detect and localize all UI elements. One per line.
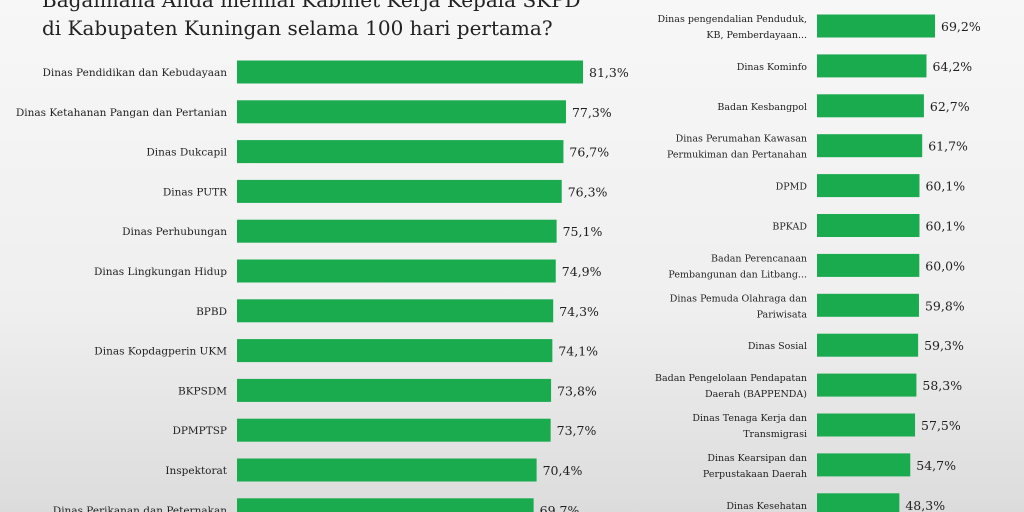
bar-0-8: [237, 378, 552, 402]
data-label-1-4: 60,1%: [925, 179, 965, 194]
bar-1-3: [817, 134, 923, 158]
category-label-1-3-1: Permukiman dan Pertanahan: [667, 150, 807, 161]
bar-0-1: [237, 100, 566, 124]
category-label-1-8: Dinas Sosial: [748, 341, 807, 352]
bar-1-8: [817, 333, 919, 357]
data-label-0-9: 73,7%: [557, 423, 597, 438]
chart-title-line-1: Bagaimana Anda menilai Kabinet Kerja Kep…: [42, 0, 581, 12]
bar-0-4: [237, 219, 557, 243]
data-label-1-3: 61,7%: [928, 139, 968, 154]
data-label-0-4: 75,1%: [563, 224, 603, 239]
category-label-1-4: DPMD: [776, 182, 808, 193]
data-label-0-6: 74,3%: [559, 304, 599, 319]
bar-1-4: [817, 174, 920, 198]
data-label-0-8: 73,8%: [557, 383, 597, 398]
category-label-1-9-1: Daerah (BAPPENDA): [705, 389, 807, 400]
category-label-1-6-1: Pembangunan dan Litbang...: [668, 269, 807, 280]
category-label-1-2: Badan Kesbangpol: [717, 102, 807, 113]
category-label-1-0-0: Dinas pengendalian Penduduk,: [658, 14, 807, 25]
bar-0-0: [237, 60, 583, 84]
bar-0-6: [237, 299, 554, 323]
bar-0-5: [237, 259, 556, 283]
category-label-1-10-1: Transmigrasi: [743, 429, 807, 440]
data-label-0-2: 76,7%: [569, 145, 609, 160]
data-label-1-6: 60,0%: [925, 258, 965, 273]
data-label-1-12: 48,3%: [905, 498, 945, 512]
category-label-0-8: BKPSDM: [178, 385, 227, 397]
bar-0-2: [237, 140, 564, 164]
bar-1-0: [817, 14, 935, 38]
category-label-0-7: Dinas Kopdagperin UKM: [94, 346, 227, 358]
data-label-1-1: 64,2%: [932, 59, 972, 74]
category-label-1-0-1: KB, Pemberdayaan...: [706, 30, 807, 41]
left-bar-chart: 81,3% Dinas Pendidikan dan Kebudayaan 77,3…: [16, 60, 629, 512]
category-label-0-10: Inspektorat: [165, 465, 227, 477]
bar-1-12: [817, 493, 900, 512]
category-label-1-11-1: Perpustakaan Daerah: [703, 469, 807, 480]
data-label-1-7: 59,8%: [925, 298, 965, 313]
right-bar-chart: 69,2% Dinas pengendalian Penduduk, KB, Pem…: [655, 14, 981, 512]
bar-0-11: [237, 498, 534, 512]
category-label-1-6-0: Badan Perencanaan: [711, 253, 807, 264]
category-label-1-10-0: Dinas Tenaga Kerja dan: [692, 413, 807, 424]
bar-0-10: [237, 458, 537, 482]
category-label-1-7-0: Dinas Pemuda Olahraga dan: [670, 293, 807, 304]
category-label-1-1: Dinas Kominfo: [737, 62, 808, 73]
data-label-1-11: 54,7%: [916, 458, 956, 473]
data-label-1-5: 60,1%: [925, 219, 965, 234]
category-label-1-3-0: Dinas Perumahan Kawasan: [676, 134, 807, 145]
category-label-0-0: Dinas Pendidikan dan Kebudayaan: [42, 67, 227, 79]
category-label-0-6: BPBD: [196, 306, 227, 318]
category-label-1-12: Dinas Kesehatan: [726, 501, 807, 512]
bar-1-6: [817, 253, 920, 277]
data-label-1-2: 62,7%: [930, 99, 970, 114]
data-label-0-11: 69,7%: [540, 503, 580, 512]
category-label-0-3: Dinas PUTR: [163, 186, 228, 198]
data-label-0-7: 74,1%: [558, 344, 598, 359]
bar-1-9: [817, 373, 917, 397]
chart-title-line-2: di Kabupaten Kuningan selama 100 hari pe…: [42, 16, 553, 40]
category-label-1-7-1: Pariwisata: [757, 309, 808, 320]
category-label-0-1: Dinas Ketahanan Pangan dan Pertanian: [16, 107, 227, 119]
bar-1-1: [817, 54, 927, 78]
category-label-1-9-0: Badan Pengelolaan Pendapatan: [655, 373, 807, 384]
category-label-0-2: Dinas Dukcapil: [146, 147, 227, 159]
data-label-1-0: 69,2%: [941, 19, 981, 34]
category-label-1-11-0: Dinas Kearsipan dan: [707, 453, 807, 464]
category-label-0-4: Dinas Perhubungan: [122, 226, 227, 238]
bar-1-7: [817, 293, 919, 317]
bar-1-10: [817, 413, 916, 437]
category-label-0-5: Dinas Lingkungan Hidup: [94, 266, 227, 278]
data-label-0-5: 74,9%: [562, 264, 602, 279]
bar-0-7: [237, 339, 553, 363]
data-label-0-3: 76,3%: [568, 184, 608, 199]
bar-1-5: [817, 214, 920, 237]
category-label-1-5: BPKAD: [772, 222, 807, 233]
category-label-0-11: Dinas Perikanan dan Peternakan: [53, 505, 227, 512]
bar-0-3: [237, 179, 562, 203]
chart-title: Bagaimana Anda menilai Kabinet Kerja Kep…: [42, 0, 642, 42]
data-label-0-10: 70,4%: [543, 463, 583, 478]
bar-1-2: [817, 94, 924, 118]
data-label-1-8: 59,3%: [924, 338, 964, 353]
category-label-0-9: DPMPTSP: [172, 425, 227, 437]
data-label-0-0: 81,3%: [589, 65, 629, 80]
bar-1-11: [817, 453, 911, 477]
data-label-1-9: 58,3%: [922, 378, 962, 393]
data-label-0-1: 77,3%: [572, 105, 612, 120]
data-label-1-10: 57,5%: [921, 418, 961, 433]
bar-0-9: [237, 418, 551, 442]
